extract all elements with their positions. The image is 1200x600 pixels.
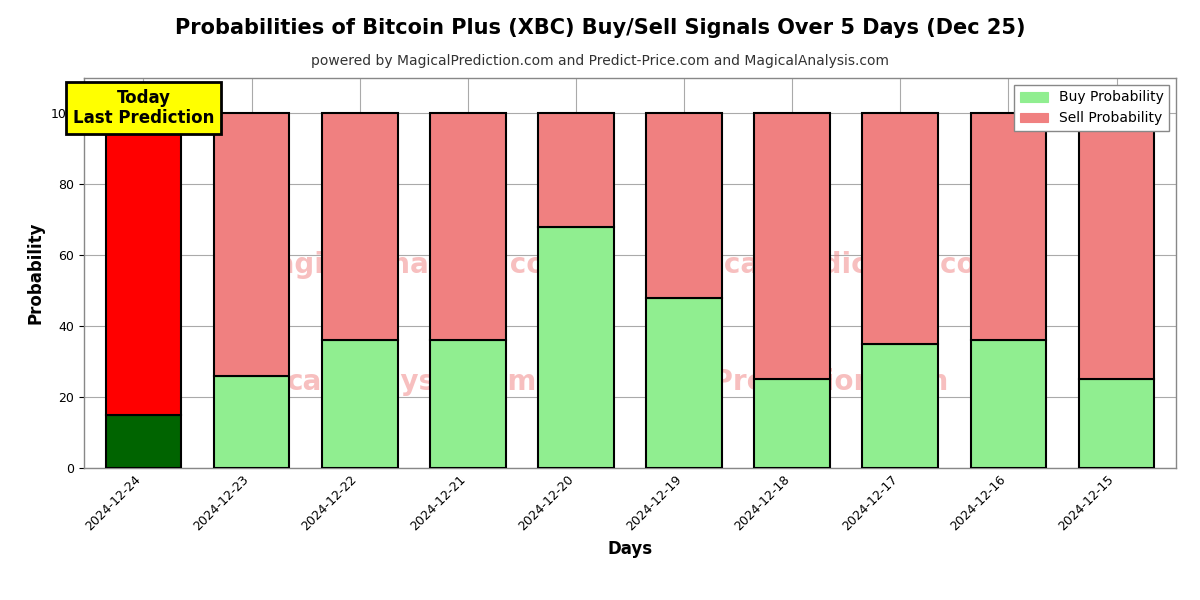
Bar (106, 415, 181, 468)
Bar (430, 113, 505, 340)
Legend: Buy Probability, Sell Probability: Buy Probability, Sell Probability (1014, 85, 1169, 131)
Bar (647, 298, 722, 468)
Bar (214, 113, 289, 376)
Y-axis label: Probability: Probability (26, 222, 44, 324)
Bar (322, 113, 397, 340)
Text: lPrediction.com: lPrediction.com (704, 368, 949, 396)
Text: MagicalPrediction.com: MagicalPrediction.com (648, 251, 1004, 279)
Bar (971, 340, 1046, 468)
Bar (1079, 113, 1154, 379)
Text: MagicalAnalysis.com: MagicalAnalysis.com (248, 251, 575, 279)
X-axis label: Days: Days (607, 540, 653, 558)
Bar (863, 113, 938, 344)
Bar (214, 376, 289, 468)
Text: calAnalysis.com: calAnalysis.com (287, 368, 536, 396)
Bar (1079, 379, 1154, 468)
Bar (755, 113, 830, 379)
Bar (538, 227, 613, 468)
Bar (430, 340, 505, 468)
Bar (106, 113, 181, 415)
Bar (322, 340, 397, 468)
Bar (971, 113, 1046, 340)
Text: powered by MagicalPrediction.com and Predict-Price.com and MagicalAnalysis.com: powered by MagicalPrediction.com and Pre… (311, 54, 889, 68)
Bar (647, 113, 722, 298)
Bar (755, 379, 830, 468)
Text: Today
Last Prediction: Today Last Prediction (73, 89, 214, 127)
Bar (863, 344, 938, 468)
Bar (538, 113, 613, 227)
Text: Probabilities of Bitcoin Plus (XBC) Buy/Sell Signals Over 5 Days (Dec 25): Probabilities of Bitcoin Plus (XBC) Buy/… (175, 18, 1025, 38)
